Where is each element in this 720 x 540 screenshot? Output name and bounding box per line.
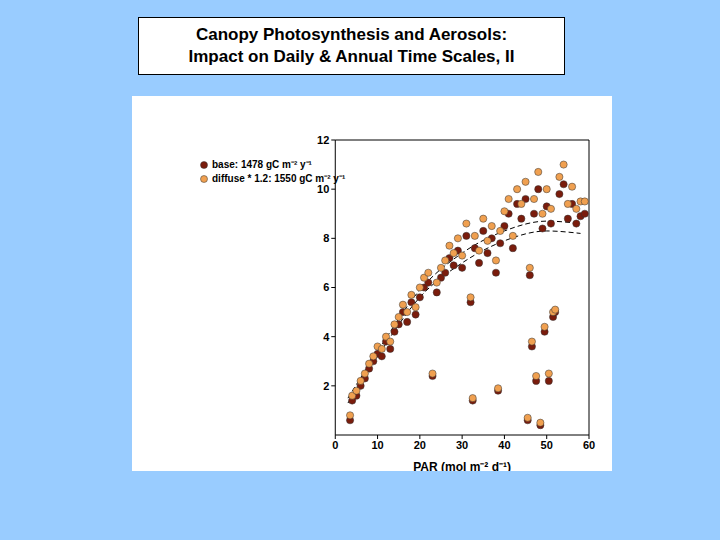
- svg-text:12: 12: [317, 134, 329, 146]
- svg-text:6: 6: [323, 281, 329, 293]
- html-text:diffuse * 1.2: 1550 gC m⁻² y⁻¹: diffuse * 1.2: 1550 gC m⁻² y⁻¹: [212, 173, 346, 184]
- svg-text:8: 8: [323, 232, 329, 244]
- svg-text:PAR (mol m⁻² d⁻¹): PAR (mol m⁻² d⁻¹): [413, 460, 511, 471]
- svg-text:50: 50: [541, 439, 553, 451]
- svg-text:30: 30: [456, 439, 468, 451]
- svg-text:40: 40: [498, 439, 510, 451]
- html-text:Canopy Photosynthesis and Aero: Canopy Photosynthesis and Aerosols: Impa…: [188, 25, 515, 66]
- svg-text:2: 2: [323, 380, 329, 392]
- svg-text:10: 10: [317, 183, 329, 195]
- svg-text:20: 20: [414, 439, 426, 451]
- svg-text:0: 0: [332, 439, 338, 451]
- html-text:base: 1478 gC m⁻² y⁻¹: base: 1478 gC m⁻² y⁻¹: [212, 159, 312, 170]
- svg-text:60: 60: [583, 439, 595, 451]
- svg-text:4: 4: [323, 331, 330, 343]
- svg-text:10: 10: [371, 439, 383, 451]
